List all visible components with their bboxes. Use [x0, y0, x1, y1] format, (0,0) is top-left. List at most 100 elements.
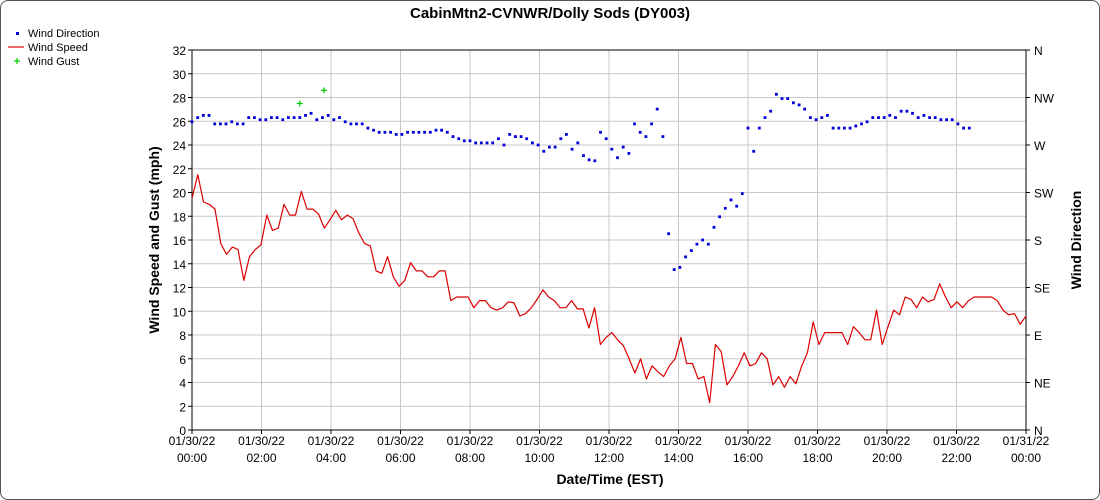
y2-tick-label: SW	[1034, 187, 1054, 201]
wind-direction-point	[383, 130, 387, 134]
y2-tick-label: N	[1034, 44, 1043, 58]
wind-direction-point	[809, 116, 812, 119]
x-tick-label-time: 00:00	[1011, 451, 1041, 465]
wind-direction-point	[457, 137, 461, 141]
wind-direction-point	[292, 116, 296, 119]
wind-direction-point	[877, 116, 880, 119]
x-tick-label-time: 22:00	[941, 451, 971, 465]
y-tick-label: 4	[179, 377, 186, 391]
wind-direction-point	[468, 139, 472, 143]
wind-direction-point	[746, 126, 750, 130]
wind-direction-point	[684, 255, 687, 259]
wind-direction-point	[241, 122, 245, 126]
wind-direction-point	[922, 114, 926, 117]
y-tick-label: 18	[173, 210, 187, 224]
wind-direction-point	[775, 92, 778, 96]
y-tick-label: 16	[173, 234, 187, 248]
wind-direction-point	[916, 116, 920, 119]
wind-direction-point	[962, 126, 965, 130]
wind-direction-point	[230, 120, 234, 124]
wind-direction-point	[417, 130, 421, 134]
wind-direction-point	[888, 114, 892, 117]
wind-direction-point	[462, 139, 466, 143]
y2-axis-ticks: N NE E SE S SW W NW N	[1026, 44, 1055, 438]
wind-direction-point	[440, 128, 443, 132]
x-tick-label-time: 18:00	[802, 451, 832, 465]
chart-title: CabinMtn2-CVNWR/Dolly Sods (DY003)	[410, 5, 690, 22]
wind-direction-point	[633, 122, 636, 126]
x-tick-label-date: 01/30/22	[864, 434, 911, 448]
wind-direction-point	[531, 141, 534, 145]
y-tick-label: 28	[173, 92, 187, 106]
wind-direction-point	[219, 122, 222, 126]
x-tick-label-date: 01/30/22	[794, 434, 841, 448]
wind-direction-point	[882, 116, 886, 119]
wind-direction-point	[831, 126, 835, 130]
wind-direction-point	[360, 122, 364, 126]
plot-area	[190, 87, 1027, 404]
x-tick-label-time: 02:00	[246, 451, 276, 465]
y-tick-label: 0	[179, 424, 186, 438]
wind-direction-point	[406, 130, 409, 134]
wind-direction-point	[270, 116, 273, 119]
wind-direction-point	[803, 107, 807, 111]
wind-direction-point	[309, 111, 313, 115]
x-tick-label-date: 01/30/22	[655, 434, 702, 448]
wind-direction-point	[848, 126, 852, 130]
wind-direction-point	[508, 133, 512, 136]
wind-direction-point	[899, 109, 903, 113]
wind-direction-point	[536, 143, 540, 147]
y-tick-label: 12	[173, 282, 187, 296]
wind-direction-point	[956, 122, 960, 126]
wind-direction-point	[576, 141, 580, 145]
wind-direction-point	[740, 192, 744, 195]
wind-direction-point	[729, 198, 733, 202]
wind-direction-point	[616, 156, 619, 160]
wind-direction-point	[497, 137, 500, 141]
wind-direction-point	[939, 118, 943, 122]
wind-direction-point	[343, 120, 347, 124]
wind-direction-point	[298, 116, 302, 119]
wind-direction-point	[604, 137, 608, 141]
wind-direction-point	[326, 114, 330, 117]
wind-direction-point	[820, 116, 824, 119]
wind-direction-point	[712, 225, 716, 229]
wind-direction-point	[950, 118, 954, 122]
wind-direction-point	[247, 116, 251, 119]
wind-direction-point	[945, 118, 948, 122]
wind-direction-point	[400, 133, 404, 136]
y-tick-label: 8	[179, 329, 186, 343]
wind-direction-point	[967, 126, 971, 130]
x-tick-label-time: 12:00	[594, 451, 624, 465]
wind-direction-point	[525, 137, 529, 141]
wind-direction-point	[542, 149, 546, 153]
wind-direction-point	[207, 114, 211, 117]
wind-direction-point	[769, 109, 773, 113]
legend-marker-direction	[16, 32, 19, 35]
wind-direction-point	[349, 122, 353, 126]
wind-direction-point	[451, 135, 455, 138]
wind-direction-point	[860, 122, 863, 126]
legend-label-speed: Wind Speed	[28, 42, 88, 54]
wind-direction-point	[763, 116, 767, 119]
wind-direction-point	[287, 116, 290, 119]
wind-direction-point	[826, 114, 829, 117]
wind-direction-point	[258, 118, 262, 122]
wind-direction-point	[423, 130, 426, 134]
x-tick-label-time: 04:00	[316, 451, 346, 465]
wind-gust-point	[321, 87, 328, 94]
x-tick-label-date: 01/30/22	[377, 434, 424, 448]
wind-direction-point	[275, 116, 279, 119]
wind-direction-point	[321, 116, 324, 119]
y-tick-label: 26	[173, 115, 187, 129]
wind-direction-point	[338, 116, 341, 119]
y-tick-label: 20	[173, 187, 187, 201]
grid	[191, 49, 1027, 431]
wind-direction-point	[491, 141, 495, 145]
y2-tick-label: NW	[1034, 92, 1055, 106]
wind-direction-point	[843, 126, 846, 130]
wind-direction-point	[434, 128, 438, 132]
wind-direction-point	[933, 116, 937, 119]
